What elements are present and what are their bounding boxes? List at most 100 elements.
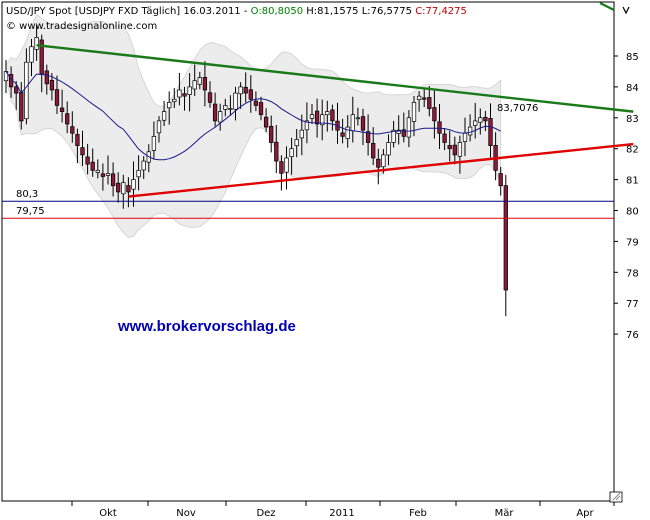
candle xyxy=(279,155,284,191)
candle-body xyxy=(467,126,473,136)
candle-body xyxy=(243,86,248,94)
candle xyxy=(258,96,264,121)
candle-body xyxy=(161,111,167,121)
candle xyxy=(248,75,253,113)
candle xyxy=(54,75,60,114)
candle-body xyxy=(274,141,279,162)
candle-body xyxy=(314,110,320,125)
candle xyxy=(488,103,493,158)
candle xyxy=(126,177,131,208)
candle xyxy=(167,91,172,125)
candle-body xyxy=(59,107,65,112)
candle-body xyxy=(24,61,29,120)
candle xyxy=(243,72,248,103)
candle-body xyxy=(253,100,259,106)
x-tick-label: Dez xyxy=(256,508,275,519)
candle xyxy=(110,162,116,197)
support-trendline[interactable] xyxy=(128,142,634,198)
candle-body xyxy=(340,132,345,137)
candle-body xyxy=(355,117,361,120)
candle-body xyxy=(269,125,274,143)
header-instrument: USD/JPY Spot [USDJPY FXD Täglich] xyxy=(6,6,180,17)
candle xyxy=(355,107,361,126)
candle xyxy=(330,104,335,131)
candle xyxy=(65,101,70,134)
candle xyxy=(365,114,371,156)
candle-body xyxy=(289,148,294,157)
candle-body xyxy=(284,157,289,173)
candle xyxy=(14,81,19,110)
candle-body xyxy=(437,121,442,134)
header-sep: - xyxy=(244,6,248,17)
candle-body xyxy=(19,92,24,122)
resistance-trendline[interactable] xyxy=(36,43,634,113)
candle xyxy=(131,161,136,207)
candle-body xyxy=(90,161,95,171)
candle xyxy=(447,130,452,162)
candle xyxy=(289,137,294,175)
candle xyxy=(3,59,9,94)
x-tick-label: Feb xyxy=(409,508,427,519)
candle xyxy=(274,124,279,174)
candle-body xyxy=(182,93,187,97)
candle-body xyxy=(299,129,304,139)
candle-body xyxy=(228,108,233,110)
candle xyxy=(437,104,442,150)
candle xyxy=(70,111,75,143)
candle-body xyxy=(406,117,412,138)
resize-grip-icon[interactable] xyxy=(609,491,623,503)
trendline-value-label: 83,7076 xyxy=(497,103,538,114)
candle-body xyxy=(238,86,243,95)
scroll-up-icon[interactable] xyxy=(620,3,632,17)
candle xyxy=(284,146,289,190)
y-tick-label: 77 xyxy=(626,299,639,310)
candle xyxy=(49,73,55,101)
candle xyxy=(233,86,238,121)
candle-body xyxy=(95,169,100,173)
candle-body xyxy=(304,120,310,131)
candle xyxy=(386,134,391,166)
candle-body xyxy=(371,142,376,159)
candle xyxy=(85,143,90,175)
candle xyxy=(442,128,447,151)
candle-body xyxy=(309,114,315,119)
candle-body xyxy=(416,95,422,100)
candle-body xyxy=(192,80,197,90)
candle xyxy=(304,102,310,144)
candle xyxy=(151,121,157,159)
candle xyxy=(228,95,233,116)
y-tick-label: 79 xyxy=(626,237,639,248)
candle xyxy=(187,73,192,112)
candle-body xyxy=(44,70,49,85)
candle-body xyxy=(70,126,75,134)
candle xyxy=(90,148,95,177)
candle-body xyxy=(478,117,483,123)
candle-body xyxy=(320,114,325,126)
candle xyxy=(34,25,39,61)
candle xyxy=(299,114,304,156)
candle-body xyxy=(3,71,9,82)
candle-body xyxy=(212,103,218,122)
candle xyxy=(503,174,508,317)
candle-body xyxy=(156,120,162,134)
candle xyxy=(75,128,80,164)
candle-body xyxy=(54,89,60,106)
candle-body xyxy=(177,89,182,98)
candle xyxy=(401,112,406,143)
y-tick-label: 78 xyxy=(626,268,639,279)
candle xyxy=(161,100,167,127)
candle-body xyxy=(422,97,427,100)
candle xyxy=(396,115,401,145)
candle-body xyxy=(432,107,437,122)
header-copyright: © www.tradesignalonline.com xyxy=(6,21,157,32)
candle xyxy=(218,103,223,131)
candle-body xyxy=(131,179,136,190)
candle-body xyxy=(110,173,116,187)
candle-body xyxy=(381,154,386,168)
candle xyxy=(156,116,162,143)
candle-body xyxy=(503,185,508,291)
candle-body xyxy=(34,37,39,50)
y-tick-label: 82 xyxy=(626,145,639,156)
candle-body xyxy=(116,182,121,193)
level-label-80-3: 80,3 xyxy=(16,189,38,200)
